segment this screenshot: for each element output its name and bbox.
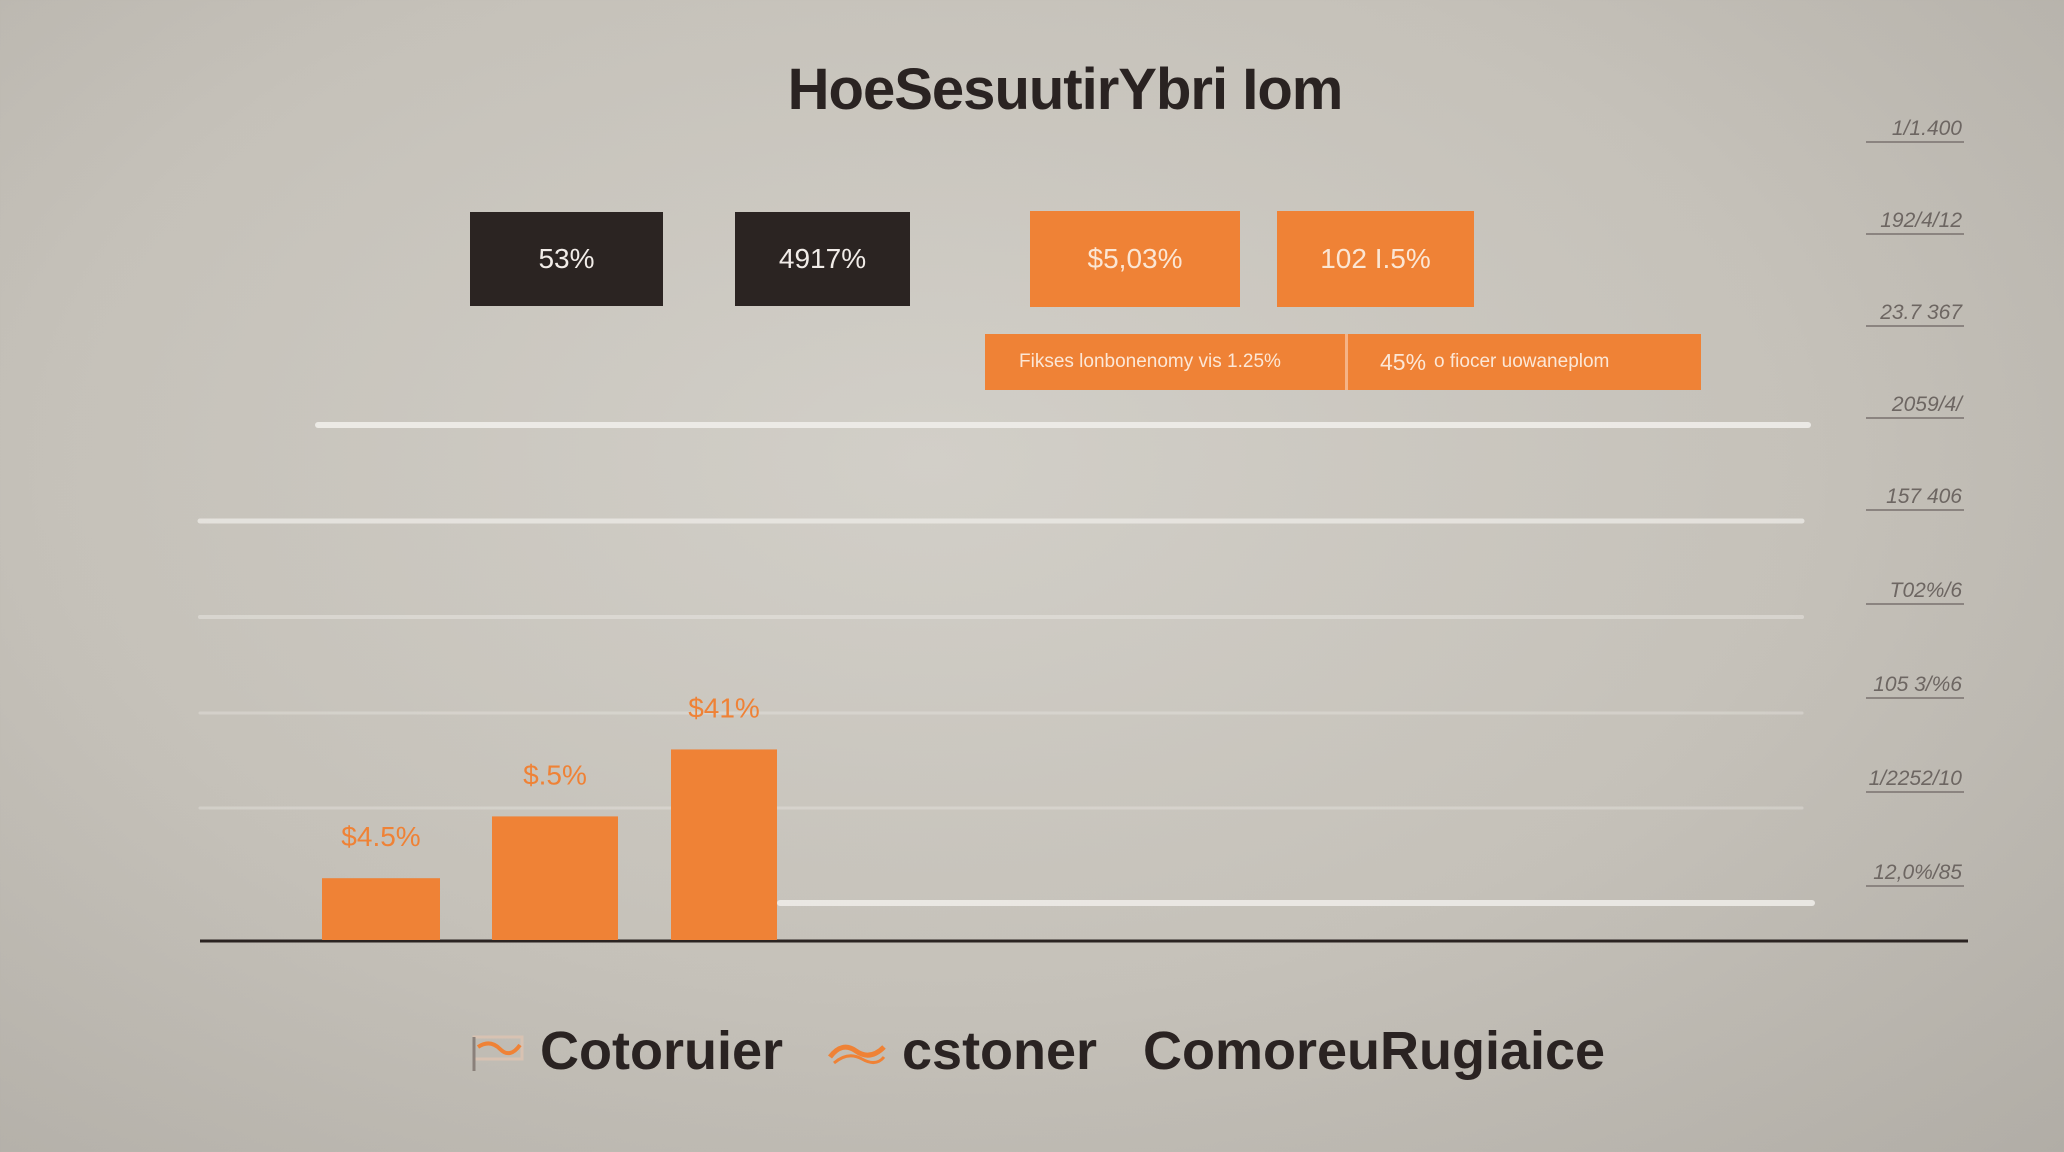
right-tick-label: 192/4/12 [1880, 209, 1962, 232]
bar [492, 816, 618, 940]
banner-left-text: Fikses lonbonenomy vis 1.25% [1019, 351, 1281, 372]
banner-right-lead: 45% [1380, 348, 1427, 375]
bar-data-label: $4.5% [341, 821, 420, 852]
legend-label-2: cstoner [902, 1021, 1098, 1081]
bar-data-label: $.5% [523, 759, 587, 790]
bar [671, 749, 777, 940]
chart-title: HoeSesuutirYbri Iom [787, 57, 1344, 122]
legend-label-3: ComoreuRugiaice [1143, 1021, 1606, 1081]
kpi-tile-4: 102 I.5% [1277, 211, 1474, 307]
right-tick-label: 12,0%/85 [1873, 861, 1962, 884]
legend-label-1: Cotoruier [540, 1021, 783, 1081]
right-tick-label: 105 3/%6 [1873, 673, 1962, 696]
flag-icon [472, 1035, 524, 1071]
legend-item-3: ComoreuRugiaice [1143, 1020, 1605, 1082]
right-tick-label: 2059/4/ [1891, 393, 1964, 416]
bar-data-label: $41% [688, 692, 760, 723]
info-banner-right: 45% o fiocer uowaneplom [1345, 334, 1701, 390]
legend-item-2: cstoner [826, 1020, 1097, 1082]
right-tick-label: 23.7 367 [1879, 301, 1963, 324]
kpi-tile-1: 53% [470, 212, 663, 306]
kpi-tile-3: $5,03% [1030, 211, 1240, 307]
wave-icon [828, 1044, 886, 1065]
info-banner-left: Fikses lonbonenomy vis 1.25% [985, 334, 1345, 390]
right-tick-label: 1/2252/10 [1869, 767, 1963, 790]
bar [322, 878, 440, 940]
right-tick-label: T02%/6 [1890, 579, 1963, 602]
legend-item-1: Cotoruier [470, 1020, 783, 1082]
banner-right-text: o fiocer uowaneplom [1434, 351, 1610, 372]
right-tick-label: 1/1.400 [1892, 117, 1962, 140]
right-tick-label: 157 406 [1886, 485, 1962, 508]
kpi-tile-2: 4917% [735, 212, 910, 306]
